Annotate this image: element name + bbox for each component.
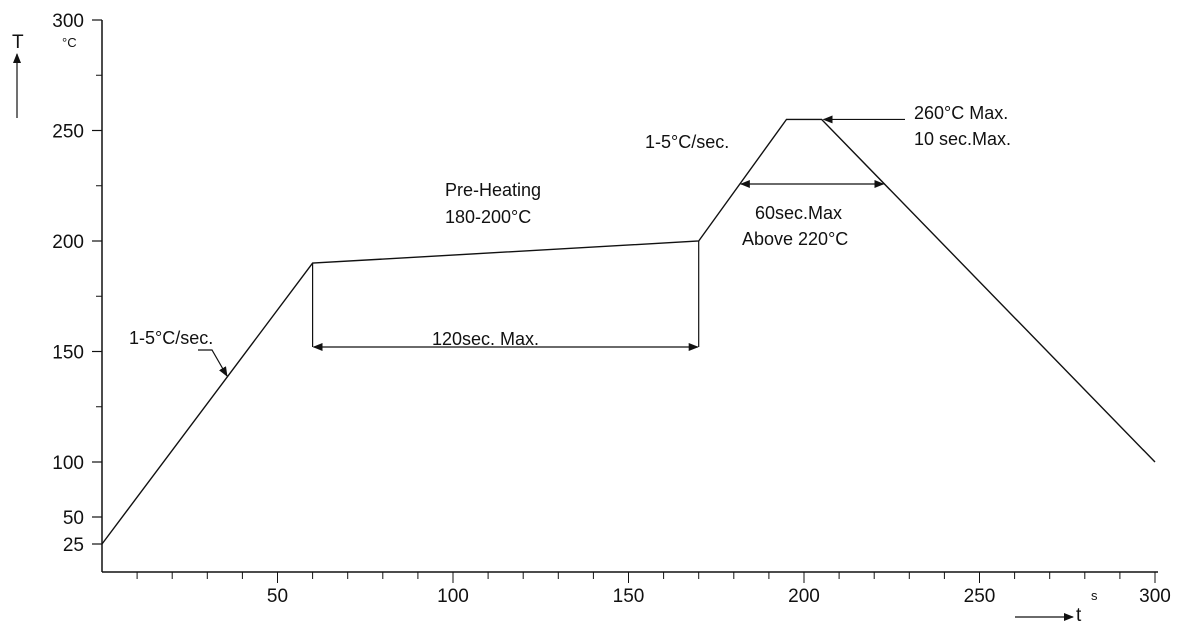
x-axis-letter: t <box>1076 605 1082 623</box>
profile-line <box>101 118 1156 545</box>
preheat-time-label: 120sec. Max. <box>432 329 539 349</box>
y-tick-labels: 25 50 100 150 200 250 300 <box>52 11 84 556</box>
peak-temp-label: 260°C Max. <box>914 103 1008 123</box>
y-tick-label-150: 150 <box>52 343 84 364</box>
y-axis-letter: T <box>12 32 24 53</box>
y-tick-label-100: 100 <box>52 453 84 474</box>
y-tick-label-25: 25 <box>63 535 84 556</box>
ramp-up-rate-label: 1-5°C/sec. <box>129 328 213 348</box>
y-tick-label-250: 250 <box>52 122 84 143</box>
x-axis-unit: s <box>1091 588 1098 603</box>
x-tick-labels: 50 100 150 200 250 300 <box>267 586 1171 607</box>
ramp-up-pointer-arrow <box>198 349 228 377</box>
peak-time-label: 10 sec.Max. <box>914 129 1011 149</box>
y-tick-label-200: 200 <box>52 232 84 253</box>
x-tick-label-250: 250 <box>964 586 996 607</box>
x-tick-label-150: 150 <box>613 586 645 607</box>
x-tick-label-200: 200 <box>788 586 820 607</box>
y-tick-label-50: 50 <box>63 508 84 529</box>
reflow-rate-label: 1-5°C/sec. <box>645 132 729 152</box>
x-tick-label-50: 50 <box>267 586 288 607</box>
above-temp-label: Above 220°C <box>742 229 848 249</box>
y-tick-label-300: 300 <box>52 11 84 32</box>
y-ticks <box>92 19 102 545</box>
y-axis-unit: °C <box>62 35 77 50</box>
preheat-range-label: 180-200°C <box>445 207 531 227</box>
x-tick-label-100: 100 <box>437 586 469 607</box>
x-ticks <box>136 572 1156 583</box>
above-time-label: 60sec.Max <box>755 203 842 223</box>
x-tick-label-300: 300 <box>1139 586 1171 607</box>
preheat-title-label: Pre-Heating <box>445 180 541 200</box>
